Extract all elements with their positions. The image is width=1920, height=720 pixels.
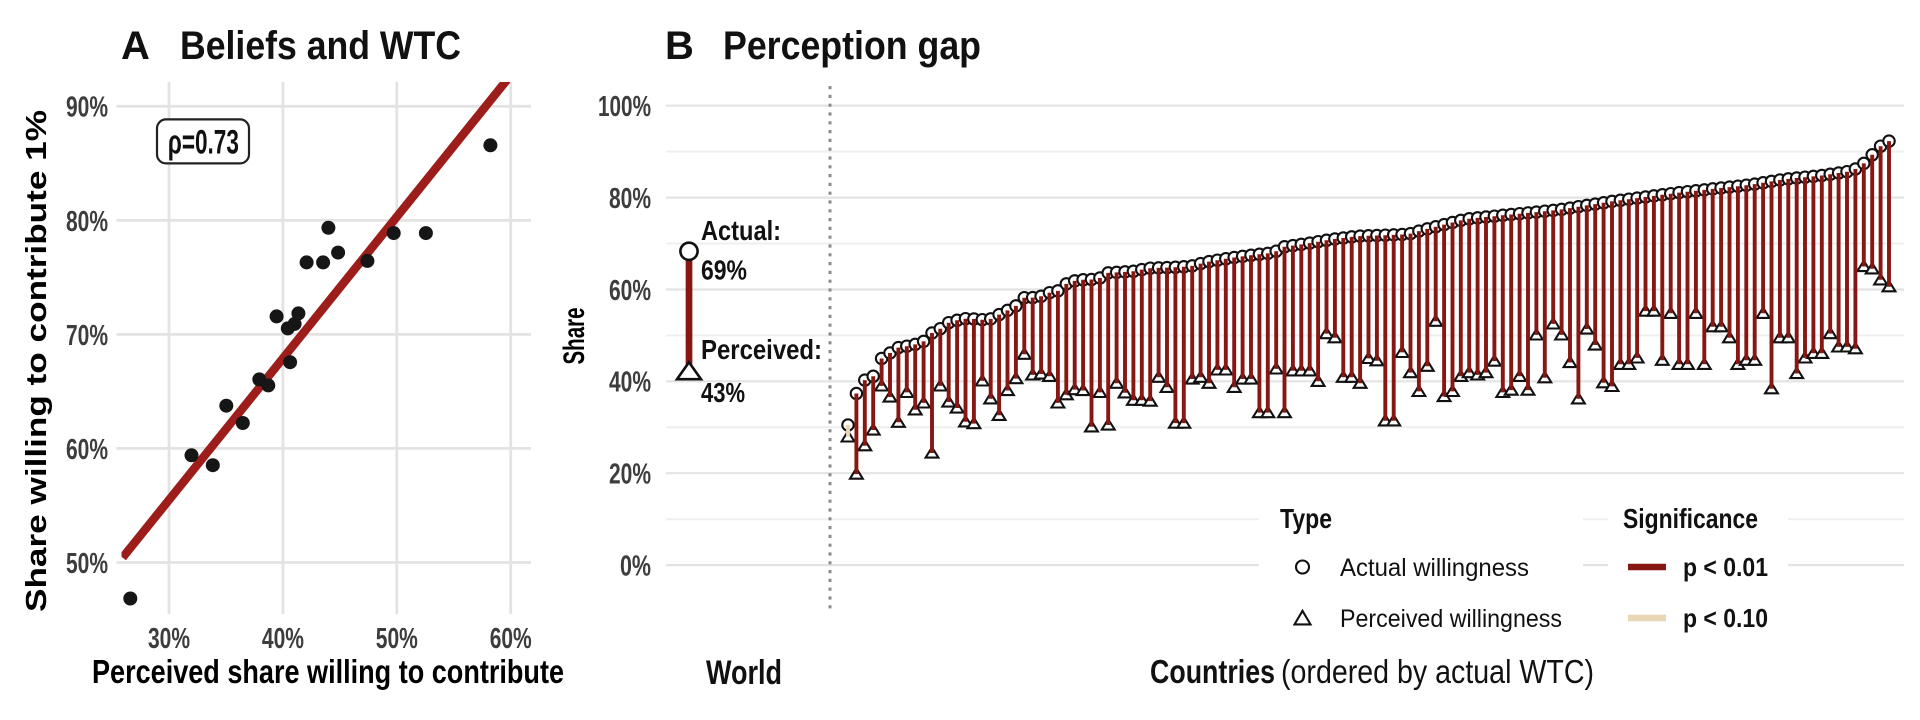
svg-text:p < 0.01: p < 0.01 [1683, 552, 1768, 582]
svg-text:Beliefs and WTC: Beliefs and WTC [180, 24, 461, 68]
svg-text:Actual:: Actual: [701, 215, 781, 246]
svg-text:60%: 60% [490, 623, 532, 655]
svg-text:Countries: Countries [1150, 653, 1275, 690]
svg-text:80%: 80% [66, 206, 108, 238]
svg-text:ρ=0.73: ρ=0.73 [168, 124, 239, 162]
svg-text:World: World [706, 654, 782, 692]
svg-text:B: B [665, 24, 694, 68]
svg-text:(ordered by actual WTC): (ordered by actual WTC) [1281, 653, 1594, 690]
svg-text:60%: 60% [66, 434, 108, 466]
svg-text:Actual willingness: Actual willingness [1340, 554, 1529, 582]
svg-text:30%: 30% [148, 623, 190, 655]
svg-text:Perception gap: Perception gap [723, 24, 981, 68]
svg-text:p < 0.10: p < 0.10 [1683, 603, 1768, 633]
svg-text:Perceived willingness: Perceived willingness [1340, 605, 1562, 633]
svg-text:60%: 60% [609, 275, 651, 307]
svg-text:70%: 70% [66, 320, 108, 352]
svg-text:Share: Share [558, 308, 591, 365]
svg-text:0%: 0% [620, 551, 651, 583]
svg-text:50%: 50% [66, 548, 108, 580]
svg-text:Perceived share willing to con: Perceived share willing to contribute [92, 653, 564, 690]
svg-text:90%: 90% [66, 92, 108, 124]
svg-text:40%: 40% [262, 623, 304, 655]
svg-text:80%: 80% [609, 183, 651, 215]
svg-text:Share willing to contribute 1%: Share willing to contribute 1% [21, 110, 53, 612]
svg-text:Type: Type [1280, 503, 1332, 534]
svg-text:Significance: Significance [1623, 503, 1758, 534]
svg-text:Perceived:: Perceived: [701, 334, 822, 365]
svg-text:100%: 100% [598, 91, 651, 123]
svg-text:A: A [121, 24, 150, 68]
svg-text:20%: 20% [609, 459, 651, 491]
svg-text:50%: 50% [376, 623, 418, 655]
svg-text:69%: 69% [701, 255, 747, 286]
svg-text:43%: 43% [701, 377, 745, 408]
svg-text:40%: 40% [609, 367, 651, 399]
